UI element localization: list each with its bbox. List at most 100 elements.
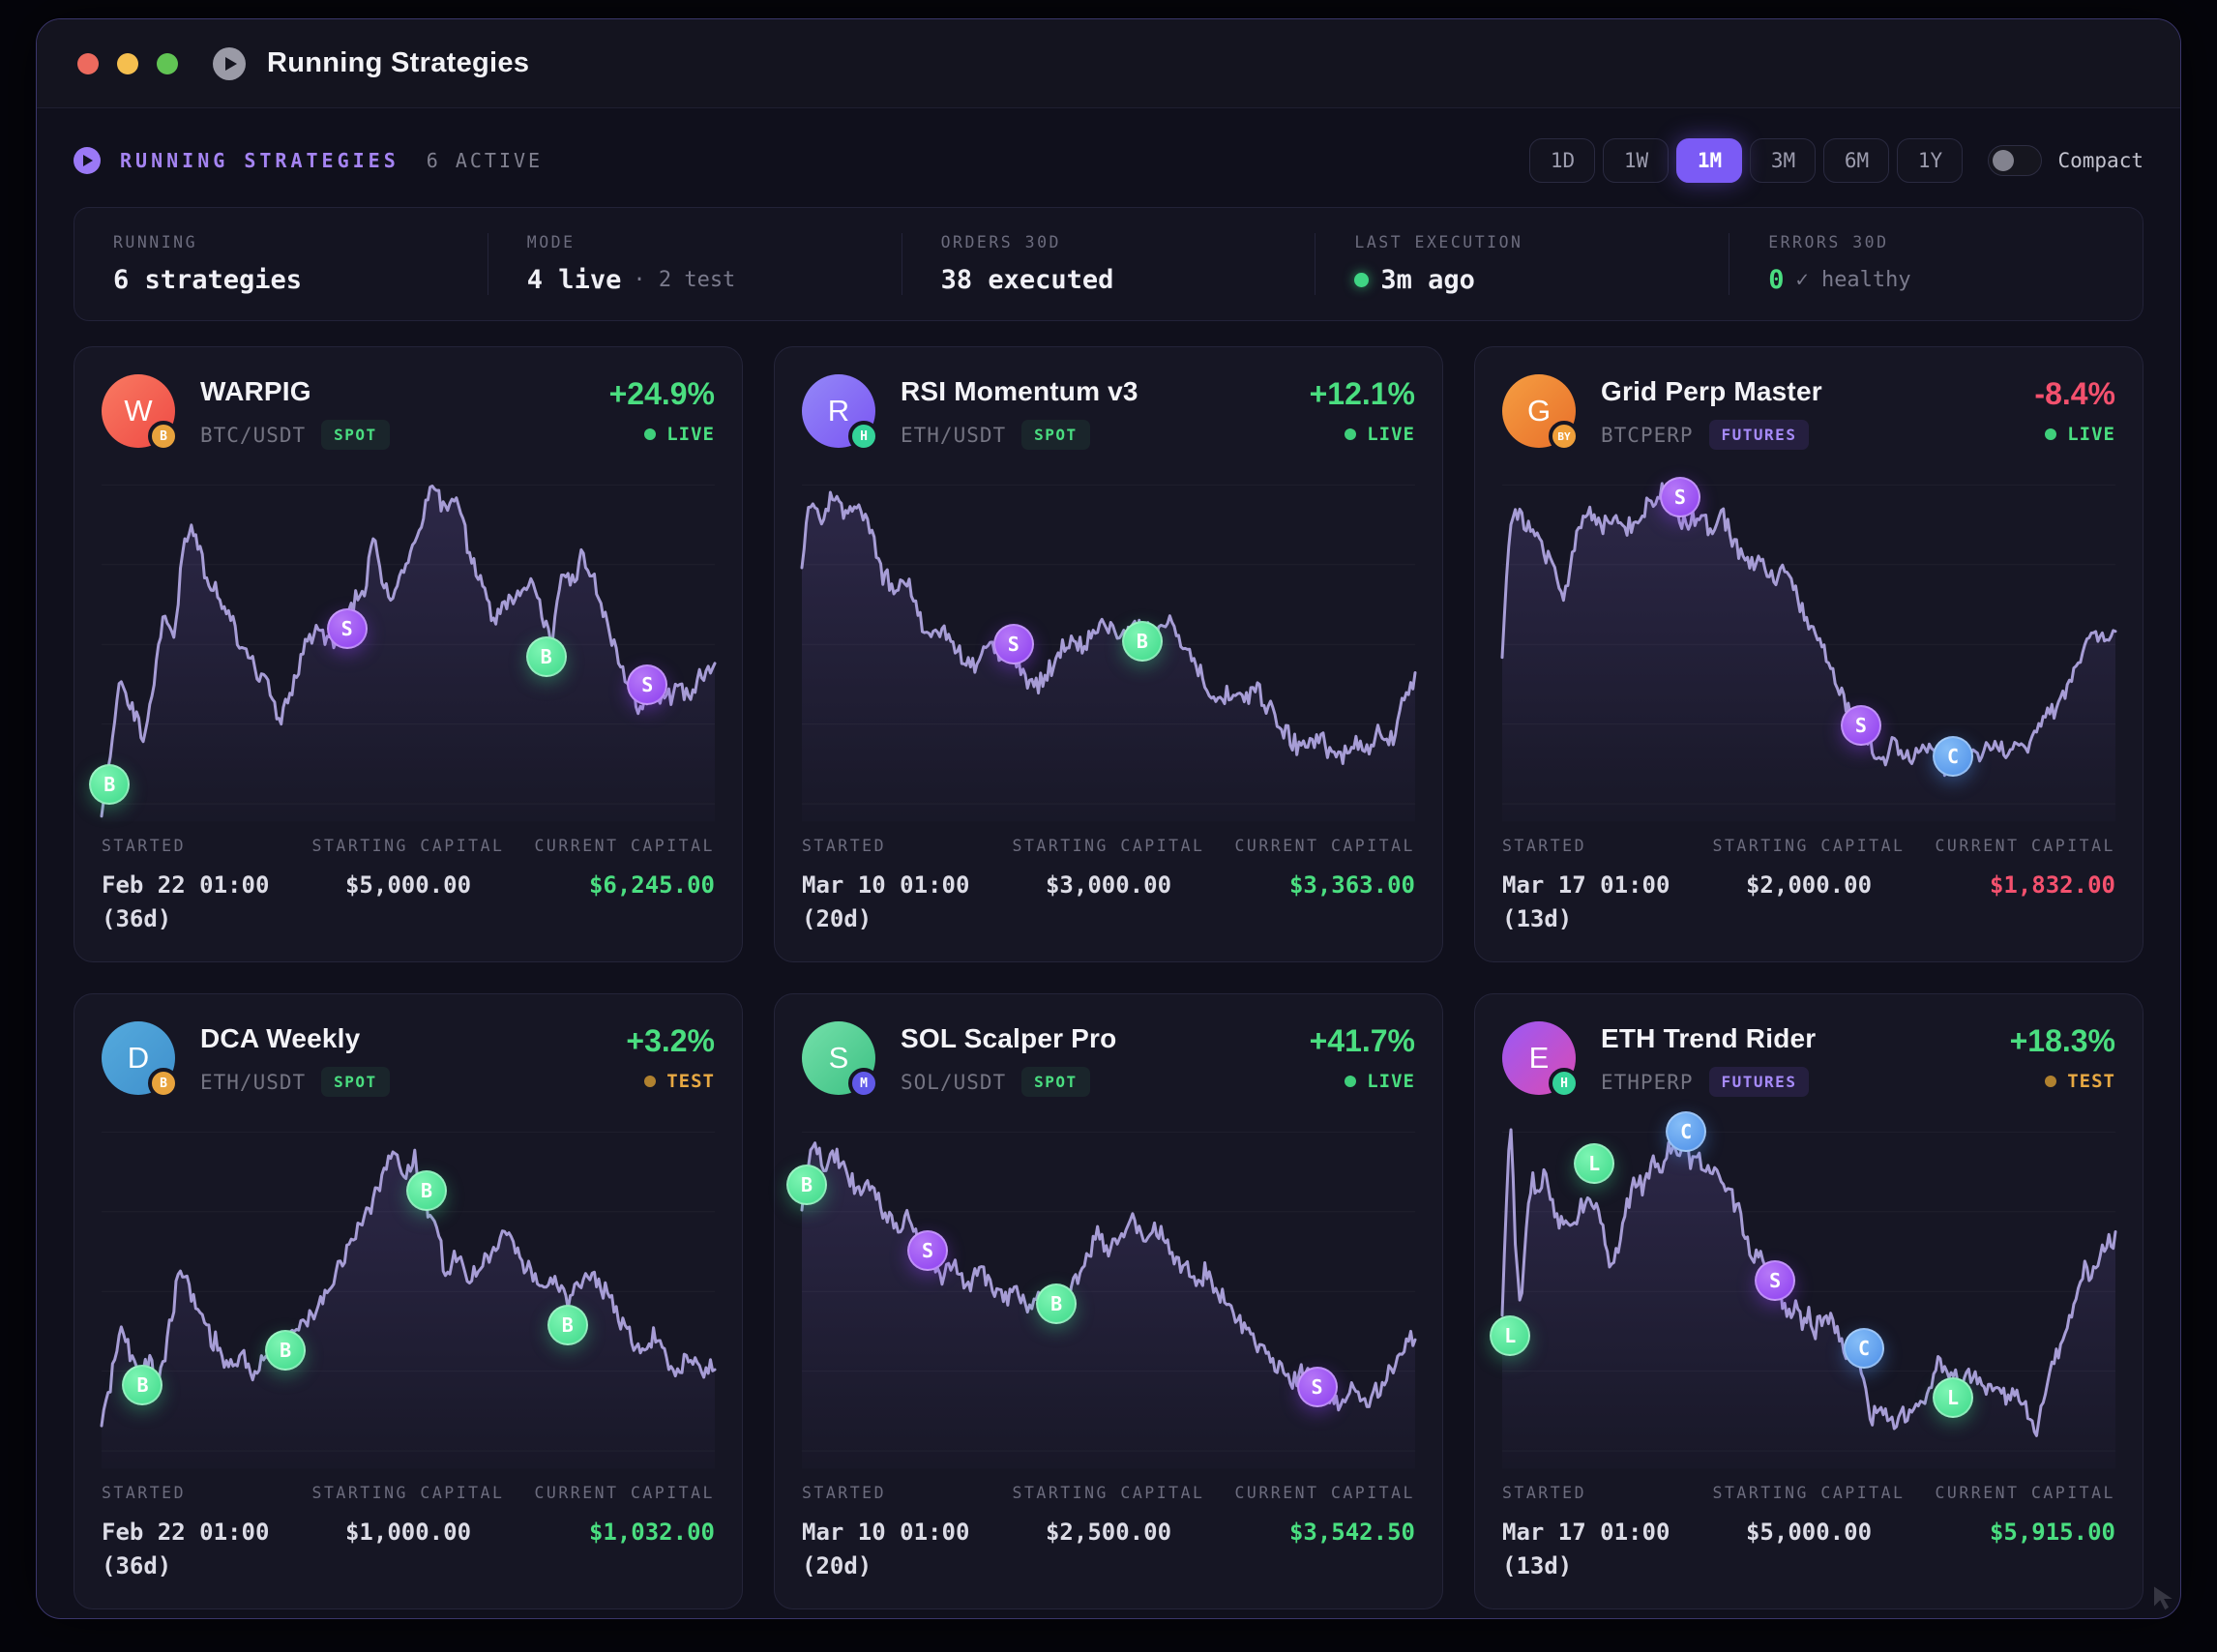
trade-marker-l: L	[1490, 1315, 1531, 1356]
strategy-card[interactable]: R H RSI Momentum v3 ETH/USDT SPOT +12.1%…	[774, 346, 1443, 962]
strategy-name: WARPIG	[200, 376, 311, 406]
compact-toggle-label: Compact	[2057, 149, 2143, 172]
status-label: LIVE	[1367, 424, 1415, 445]
summary-stats-bar: RUNNING 6 strategies MODE 4 live · 2 test ORD…	[74, 207, 2143, 321]
return-percent: +24.9%	[608, 376, 715, 411]
minimize-window-button[interactable]	[117, 52, 138, 74]
card-footer: STARTED Mar 10 01:00 (20d) STARTING CAPIT…	[802, 837, 1415, 936]
range-button-6m[interactable]: 6M	[1823, 138, 1890, 183]
strategy-pair: ETH/USDT	[200, 1070, 307, 1094]
market-type-badge: FUTURES	[1708, 420, 1810, 450]
started-label: STARTED	[102, 1484, 187, 1503]
status-dot	[644, 1076, 657, 1087]
strategy-card[interactable]: S M SOL Scalper Pro SOL/USDT SPOT +41.7%…	[774, 993, 1443, 1609]
trade-marker-s: S	[1296, 1367, 1338, 1408]
strategy-name: Grid Perp Master	[1601, 376, 1822, 406]
starting-capital-value: $1,000.00	[344, 1519, 472, 1547]
strategy-avatar: G BY	[1502, 374, 1580, 452]
traffic-lights	[77, 52, 178, 74]
started-value: Mar 10 01:00 (20d)	[802, 871, 970, 933]
current-capital-label: CURRENT CAPITAL	[1935, 1484, 2115, 1503]
starting-capital-label: STARTING CAPITAL	[311, 837, 505, 856]
trade-marker-s: S	[627, 664, 668, 706]
trade-marker-c: C	[1844, 1327, 1885, 1369]
starting-capital-value: $5,000.00	[1745, 1519, 1873, 1547]
time-range-group: 1D 1W 1M 3M 6M 1Y	[1529, 138, 1964, 183]
return-percent: -8.4%	[2034, 376, 2115, 411]
status-indicator: LIVE	[1310, 424, 1415, 445]
trade-marker-b: B	[547, 1305, 588, 1345]
equity-chart: L L C S C L	[1490, 1111, 2115, 1469]
equity-chart: B S B S	[89, 467, 715, 822]
range-button-3m[interactable]: 3M	[1750, 138, 1817, 183]
started-value: Mar 10 01:00 (20d)	[802, 1519, 970, 1580]
starting-capital-label: STARTING CAPITAL	[1712, 1484, 1906, 1503]
range-button-1d[interactable]: 1D	[1529, 138, 1596, 183]
range-button-1w[interactable]: 1W	[1603, 138, 1670, 183]
trade-marker-b: B	[122, 1365, 163, 1406]
trade-marker-l: L	[1574, 1143, 1615, 1185]
started-label: STARTED	[1502, 837, 1587, 856]
close-window-button[interactable]	[77, 52, 99, 74]
equity-chart: S S C	[1502, 467, 2115, 822]
status-label: LIVE	[2067, 424, 2115, 445]
exchange-badge: M	[848, 1068, 879, 1099]
status-label: LIVE	[1367, 1071, 1415, 1092]
status-indicator: TEST	[626, 1071, 715, 1092]
current-capital-value: $5,915.00	[1989, 1519, 2115, 1547]
status-dot	[1345, 428, 1357, 440]
trade-marker-c: C	[1932, 735, 1973, 777]
return-percent: +41.7%	[1309, 1023, 1415, 1058]
trade-marker-b: B	[89, 763, 131, 805]
strategy-pair: ETH/USDT	[901, 423, 1007, 447]
card-footer: STARTED Feb 22 01:00 (36d) STARTING CAPIT…	[102, 1484, 715, 1583]
started-value: Mar 17 01:00 (13d)	[1502, 871, 1670, 933]
strategy-card[interactable]: D B DCA Weekly ETH/USDT SPOT +3.2% TEST	[74, 993, 743, 1609]
status-label: LIVE	[666, 424, 715, 445]
current-capital-label: CURRENT CAPITAL	[1234, 837, 1415, 856]
strategy-avatar: R H	[802, 374, 879, 452]
play-icon	[74, 147, 101, 174]
stat-last-execution: LAST EXECUTION 3m ago	[1315, 233, 1729, 295]
app-play-icon	[213, 46, 246, 80]
page-title: RUNNING STRATEGIES	[120, 149, 399, 172]
stat-orders-30d: ORDERS 30D 38 executed	[901, 233, 1315, 295]
starting-capital-value: $2,000.00	[1745, 871, 1873, 900]
strategy-pair: BTCPERP	[1601, 423, 1694, 447]
status-indicator: TEST	[2010, 1071, 2115, 1092]
current-capital-value: $6,245.00	[588, 871, 715, 900]
status-label: TEST	[2067, 1071, 2115, 1092]
strategy-card[interactable]: G BY Grid Perp Master BTCPERP FUTURES -8…	[1474, 346, 2143, 962]
toggle-knob	[1993, 149, 2015, 171]
stat-running: RUNNING 6 strategies	[113, 233, 303, 295]
active-count-badge: 6 ACTIVE	[426, 149, 544, 172]
trade-marker-b: B	[1121, 620, 1163, 662]
trade-marker-b: B	[786, 1165, 828, 1206]
status-indicator: LIVE	[1310, 1071, 1415, 1092]
strategy-card[interactable]: W B WARPIG BTC/USDT SPOT +24.9% LIVE	[74, 346, 743, 962]
exchange-badge: H	[848, 421, 879, 452]
compact-toggle[interactable]	[1988, 145, 2043, 176]
return-percent: +12.1%	[1309, 376, 1415, 411]
started-value: Feb 22 01:00 (36d)	[102, 1519, 270, 1580]
current-capital-value: $1,032.00	[588, 1519, 715, 1547]
range-button-1y[interactable]: 1Y	[1897, 138, 1964, 183]
trade-marker-b: B	[406, 1169, 448, 1211]
card-footer: STARTED Feb 22 01:00 (36d) STARTING CAPIT…	[102, 837, 715, 936]
trade-marker-c: C	[1666, 1111, 1707, 1153]
exchange-badge: BY	[1549, 421, 1580, 452]
strategy-name: RSI Momentum v3	[901, 376, 1138, 406]
current-capital-value: $1,832.00	[1989, 871, 2115, 900]
cursor-icon	[2149, 1584, 2178, 1613]
status-indicator: LIVE	[2034, 424, 2115, 445]
strategy-pair: BTC/USDT	[200, 423, 307, 447]
starting-capital-label: STARTING CAPITAL	[311, 1484, 505, 1503]
window-title: Running Strategies	[267, 47, 530, 78]
strategy-card[interactable]: E H ETH Trend Rider ETHPERP FUTURES +18.…	[1474, 993, 2143, 1609]
maximize-window-button[interactable]	[157, 52, 178, 74]
page-header: RUNNING STRATEGIES 6 ACTIVE 1D 1W 1M 3M 6M 1Y…	[74, 135, 2143, 186]
avatar-letter: S	[802, 1021, 875, 1095]
trade-marker-s: S	[992, 624, 1034, 665]
status-dot	[2045, 428, 2057, 440]
range-button-1m[interactable]: 1M	[1676, 138, 1743, 183]
